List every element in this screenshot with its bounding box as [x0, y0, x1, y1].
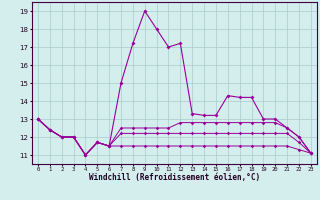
X-axis label: Windchill (Refroidissement éolien,°C): Windchill (Refroidissement éolien,°C): [89, 173, 260, 182]
